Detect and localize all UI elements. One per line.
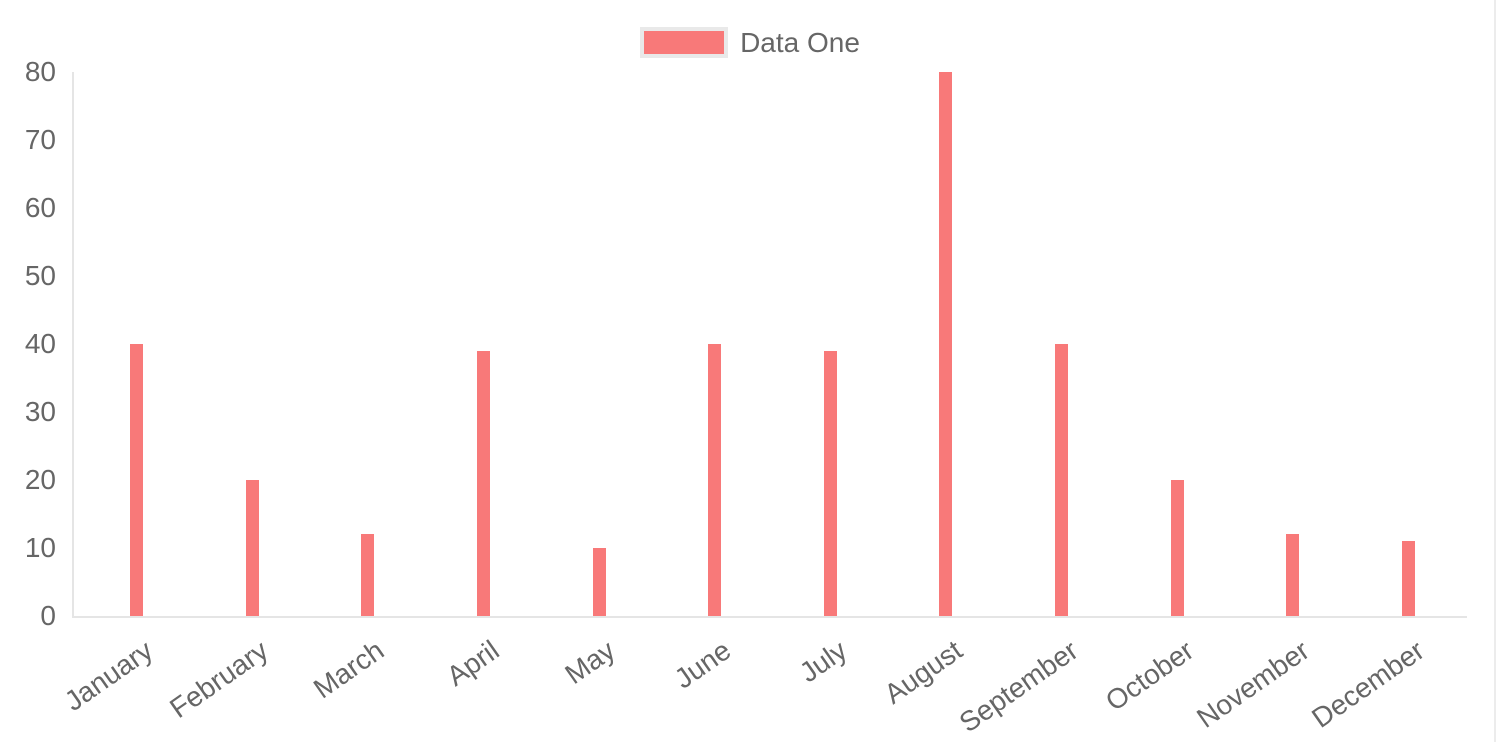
x-axis-label-january: January — [58, 634, 159, 717]
bar-february[interactable] — [245, 480, 259, 616]
x-axis-label-november: November — [1190, 634, 1315, 734]
bar-august[interactable] — [939, 72, 953, 616]
y-axis-tick-30: 30 — [24, 396, 56, 427]
x-axis-label-october: October — [1099, 634, 1199, 717]
y-axis-tick-70: 70 — [24, 124, 56, 155]
x-axis-label-june: June — [668, 634, 737, 695]
bar-june[interactable] — [708, 344, 722, 616]
bar-july[interactable] — [823, 350, 837, 616]
y-axis-tick-10: 10 — [24, 532, 56, 563]
page-right-border — [1494, 0, 1496, 742]
x-axis-label-july: July — [793, 634, 852, 689]
x-axis-line — [72, 616, 1467, 618]
x-axis-label-april: April — [441, 634, 506, 692]
x-axis-label-december: December — [1306, 634, 1431, 734]
y-axis-tick-60: 60 — [24, 192, 56, 223]
y-axis-line — [72, 72, 74, 618]
bar-november[interactable] — [1286, 534, 1300, 616]
y-axis-tick-0: 0 — [40, 600, 56, 631]
y-axis-tick-20: 20 — [24, 464, 56, 495]
legend-item-data-one[interactable]: Data One — [640, 27, 860, 58]
y-axis-tick-80: 80 — [24, 56, 56, 87]
y-axis-tick-50: 50 — [24, 260, 56, 291]
bar-january[interactable] — [130, 344, 143, 616]
x-axis-label-august: August — [878, 634, 968, 710]
bar-september[interactable] — [1055, 344, 1069, 616]
bar-december[interactable] — [1402, 541, 1416, 616]
bar-march[interactable] — [361, 534, 375, 616]
legend-label: Data One — [740, 27, 860, 58]
x-axis-label-september: September — [953, 634, 1084, 739]
bar-may[interactable] — [592, 548, 606, 616]
x-axis-label-march: March — [307, 634, 390, 705]
bar-april[interactable] — [476, 350, 490, 616]
legend-swatch — [640, 27, 729, 58]
y-axis-tick-40: 40 — [24, 328, 56, 359]
x-axis-label-february: February — [164, 634, 274, 725]
bar-october[interactable] — [1170, 480, 1184, 616]
chart-legend: Data One — [0, 27, 1500, 58]
x-axis-label-may: May — [559, 634, 621, 691]
